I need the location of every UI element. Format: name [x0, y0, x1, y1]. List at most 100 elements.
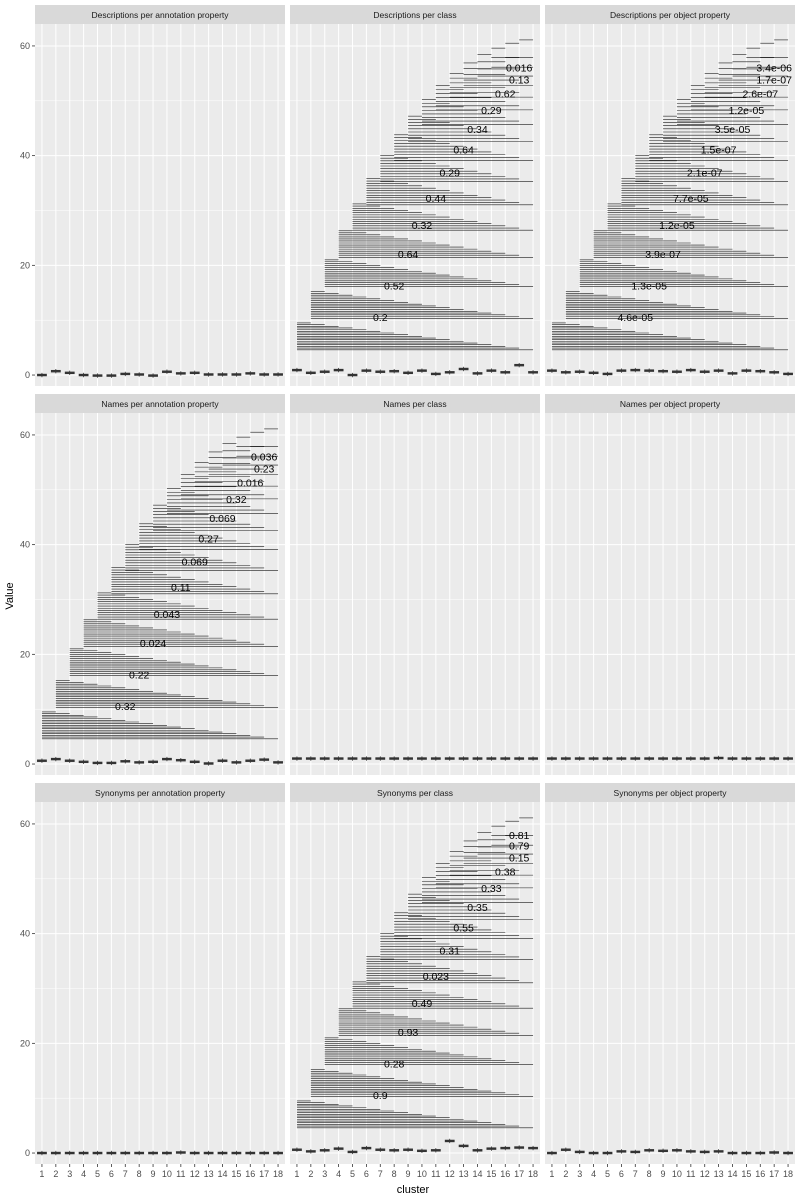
p-value-label: 0.32	[115, 701, 136, 713]
facet-title: Synonyms per object property	[614, 788, 728, 798]
x-tick-label: 4	[81, 1169, 86, 1179]
x-tick-label: 15	[486, 1169, 496, 1179]
y-tick-label: 40	[20, 929, 30, 939]
p-value-label: 0.2	[373, 312, 388, 324]
facet-strip	[290, 783, 540, 802]
p-value-label: 0.64	[398, 249, 419, 261]
x-tick-label: 10	[162, 1169, 172, 1179]
p-value-label: 0.38	[495, 867, 516, 879]
facet-title: Names per class	[383, 399, 446, 409]
p-value-label: 0.069	[209, 513, 235, 525]
x-axis-title: cluster	[397, 1184, 430, 1196]
facet-strip	[545, 5, 795, 24]
x-tick-label: 14	[727, 1169, 737, 1179]
facet-panel: Names per class	[290, 394, 540, 775]
p-value-label: 3.4e-06	[756, 62, 792, 74]
x-tick-label: 6	[109, 1169, 114, 1179]
x-tick-label: 12	[190, 1169, 200, 1179]
y-tick-label: 0	[25, 1148, 30, 1158]
x-tick-label: 9	[151, 1169, 156, 1179]
p-value-label: 0.016	[237, 478, 263, 490]
x-tick-label: 8	[392, 1169, 397, 1179]
p-value-label: 0.036	[251, 451, 277, 463]
p-value-label: 0.069	[182, 557, 208, 569]
panel-background	[35, 802, 285, 1164]
facet-title: Synonyms per annotation property	[95, 788, 226, 798]
y-tick-label: 0	[25, 370, 30, 380]
p-value-label: 0.44	[426, 193, 447, 205]
x-tick-label: 7	[633, 1169, 638, 1179]
y-tick-label: 20	[20, 260, 30, 270]
p-value-label: 1.5e-07	[701, 145, 737, 157]
facet-panel: Synonyms per class 0.9 0.28 0.93 0.49 0.023 0.…	[290, 783, 540, 1179]
p-value-label: 1.2e-05	[659, 220, 695, 232]
facet-title: Descriptions per annotation property	[91, 10, 229, 20]
x-tick-label: 5	[350, 1169, 355, 1179]
x-tick-label: 13	[714, 1169, 724, 1179]
facet-panel: Descriptions per annotation property 0 20 4…	[20, 5, 285, 386]
x-tick-label: 8	[647, 1169, 652, 1179]
p-value-label: 0.64	[453, 145, 474, 157]
x-tick-label: 11	[686, 1169, 695, 1179]
p-value-label: 0.15	[509, 852, 530, 864]
panel-background	[35, 24, 285, 386]
x-tick-label: 16	[245, 1169, 255, 1179]
x-tick-label: 1	[39, 1169, 44, 1179]
x-tick-label: 18	[528, 1169, 538, 1179]
p-value-label: 0.32	[226, 494, 247, 506]
p-value-label: 0.81	[509, 830, 530, 842]
facet-title: Names per object property	[620, 399, 721, 409]
y-axis-title: Value	[4, 582, 16, 609]
p-value-label: 2.1e-07	[687, 168, 723, 180]
p-value-label: 1.3e-05	[631, 281, 667, 293]
p-value-label: 0.49	[412, 998, 433, 1010]
x-tick-label: 9	[661, 1169, 666, 1179]
facet-strip	[35, 783, 285, 802]
p-value-label: 3.9e-07	[645, 249, 681, 261]
facet-strip	[35, 394, 285, 413]
p-value-label: 0.35	[467, 902, 488, 914]
facet-panel: Synonyms per annotation property 0 20 40 60 1…	[20, 783, 285, 1179]
x-tick-label: 13	[459, 1169, 469, 1179]
p-value-label: 0.29	[481, 105, 502, 117]
p-value-label: 0.9	[373, 1090, 388, 1102]
facet-strip	[545, 394, 795, 413]
x-tick-label: 5	[95, 1169, 100, 1179]
x-tick-label: 17	[259, 1169, 269, 1179]
x-tick-label: 3	[577, 1169, 582, 1179]
facet-strip	[290, 5, 540, 24]
x-tick-label: 10	[672, 1169, 682, 1179]
facet-panel: Names per annotation property 0.32 0.22 0.0…	[20, 394, 285, 775]
p-value-label: 0.22	[129, 670, 150, 682]
x-tick-label: 1	[549, 1169, 554, 1179]
facet-title: Names per annotation property	[101, 399, 219, 409]
facet-panel: Descriptions per object property 4.6e-05 1…	[545, 5, 795, 386]
p-value-label: 0.79	[509, 840, 530, 852]
x-tick-label: 2	[308, 1169, 313, 1179]
y-tick-label: 20	[20, 1038, 30, 1048]
p-value-label: 0.55	[453, 923, 474, 935]
x-tick-label: 14	[217, 1169, 227, 1179]
x-tick-label: 18	[783, 1169, 793, 1179]
p-value-label: 2.6e-07	[742, 89, 778, 101]
p-value-label: 1.7e-07	[756, 74, 792, 86]
x-tick-label: 14	[472, 1169, 482, 1179]
panel-background	[290, 413, 540, 775]
x-tick-label: 3	[67, 1169, 72, 1179]
x-tick-label: 10	[417, 1169, 427, 1179]
p-value-label: 0.043	[154, 609, 180, 621]
p-value-label: 0.23	[254, 463, 275, 475]
p-value-label: 7.7e-05	[673, 193, 709, 205]
x-tick-label: 2	[53, 1169, 58, 1179]
x-tick-label: 3	[322, 1169, 327, 1179]
p-value-label: 0.32	[412, 220, 433, 232]
x-tick-label: 17	[769, 1169, 779, 1179]
p-value-label: 0.023	[423, 971, 449, 983]
y-tick-label: 60	[20, 819, 30, 829]
p-value-label: 0.52	[384, 281, 405, 293]
x-tick-label: 7	[378, 1169, 383, 1179]
p-value-label: 1.2e-05	[729, 105, 765, 117]
x-tick-label: 12	[700, 1169, 710, 1179]
